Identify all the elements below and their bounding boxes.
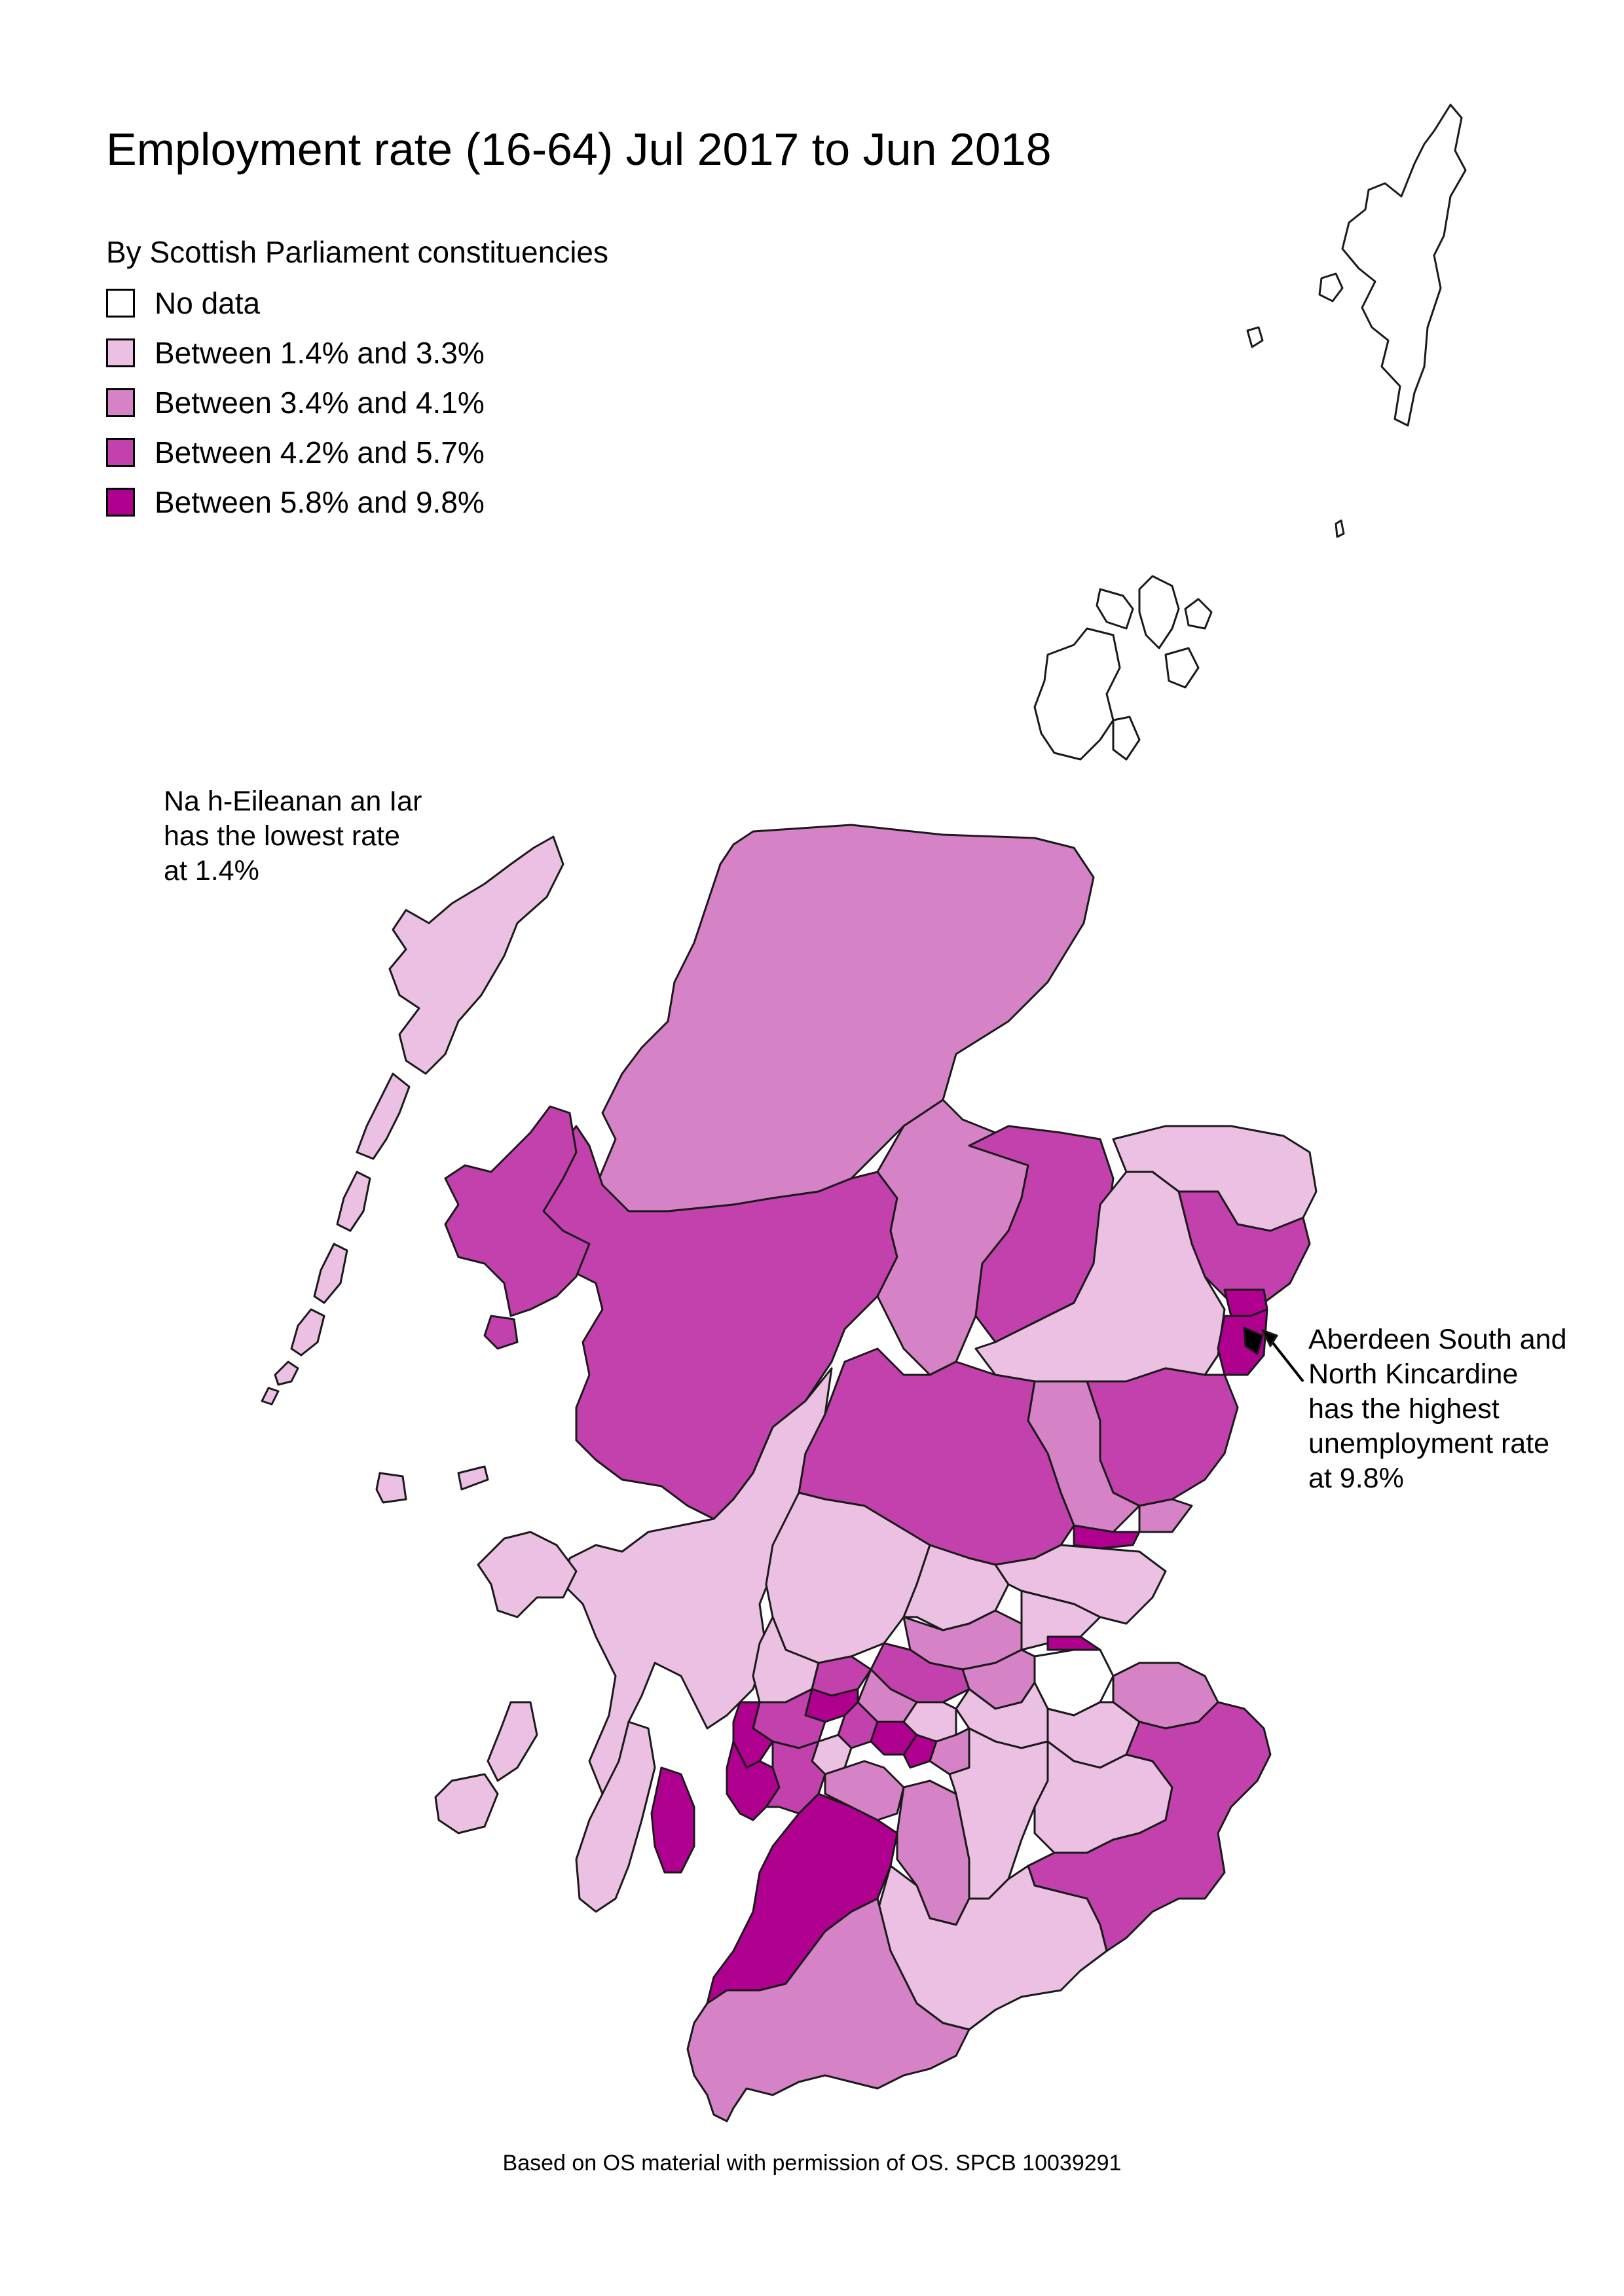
region-arran xyxy=(650,1766,695,1874)
region-mull xyxy=(477,1531,578,1618)
map-subtitle: By Scottish Parliament constituencies xyxy=(106,235,609,269)
region-small-isles xyxy=(483,1315,519,1350)
legend-label: No data xyxy=(155,286,261,320)
legend: No data Between 1.4% and 3.3% Between 3.… xyxy=(106,278,485,527)
legend-swatch-no-data xyxy=(106,289,135,318)
annotation-line: has the highest xyxy=(1308,1393,1500,1425)
region-galloway-west-dumfries xyxy=(686,1897,970,2123)
legend-label: Between 3.4% and 4.1% xyxy=(155,386,485,420)
region-islay xyxy=(434,1773,499,1834)
region-dundee xyxy=(1073,1524,1141,1550)
annotation-line: North Kincardine xyxy=(1308,1358,1519,1390)
legend-swatch-class-1 xyxy=(106,338,135,367)
callout-arrow xyxy=(1261,1329,1304,1383)
annotation-lowest-rate: Na h-Eileanan an Iar has the lowest rate… xyxy=(164,784,422,888)
legend-swatch-class-2 xyxy=(106,388,135,417)
region-na-h-eileanan-an-iar xyxy=(261,835,564,1406)
region-angus-coast xyxy=(1138,1498,1193,1533)
legend-item-class-1: Between 1.4% and 3.3% xyxy=(106,328,485,378)
highlight-marker xyxy=(1243,1326,1264,1355)
legend-swatch-class-3 xyxy=(106,438,135,467)
legend-item-class-4: Between 5.8% and 9.8% xyxy=(106,477,485,527)
legend-item-no-data: No data xyxy=(106,278,485,328)
annotation-line: has the lowest rate xyxy=(164,820,400,852)
region-fife-ne xyxy=(994,1544,1167,1625)
legend-label: Between 1.4% and 3.3% xyxy=(155,336,485,370)
region-ettrick-roxburgh-berwickshire xyxy=(1027,1701,1272,1952)
annotation-highest-rate: Aberdeen South and North Kincardine has … xyxy=(1308,1322,1567,1496)
annotation-line: Na h-Eileanan an Iar xyxy=(164,786,422,817)
annotation-line: Aberdeen South and xyxy=(1308,1324,1567,1355)
orkney-islands xyxy=(1033,575,1213,761)
map-title: Employment rate (16-64) Jul 2017 to Jun … xyxy=(106,124,1052,175)
region-edinburgh-a xyxy=(1046,1635,1101,1651)
region-tiree xyxy=(375,1472,407,1504)
annotation-line: at 9.8% xyxy=(1308,1463,1404,1494)
region-coll xyxy=(457,1465,489,1491)
legend-item-class-2: Between 3.4% and 4.1% xyxy=(106,378,485,428)
legend-label: Between 4.2% and 5.7% xyxy=(155,435,485,469)
region-kilmarnock xyxy=(824,1760,905,1821)
annotation-line: at 1.4% xyxy=(164,855,259,886)
annotation-line: unemployment rate xyxy=(1308,1428,1550,1459)
region-jura xyxy=(487,1701,538,1782)
region-stirling xyxy=(765,1491,931,1664)
copyright-credit: Based on OS material with permission of … xyxy=(502,2151,1122,2176)
legend-swatch-class-4 xyxy=(106,488,135,517)
region-skye xyxy=(444,1105,591,1317)
legend-label: Between 5.8% and 9.8% xyxy=(155,485,485,519)
legend-item-class-3: Between 4.2% and 5.7% xyxy=(106,428,485,477)
region-kintyre xyxy=(575,1721,656,1913)
shetland-islands xyxy=(1246,103,1467,538)
region-aberdeen-south-north-kincardine xyxy=(1217,1308,1268,1376)
mainland-constituencies xyxy=(375,824,1318,2123)
